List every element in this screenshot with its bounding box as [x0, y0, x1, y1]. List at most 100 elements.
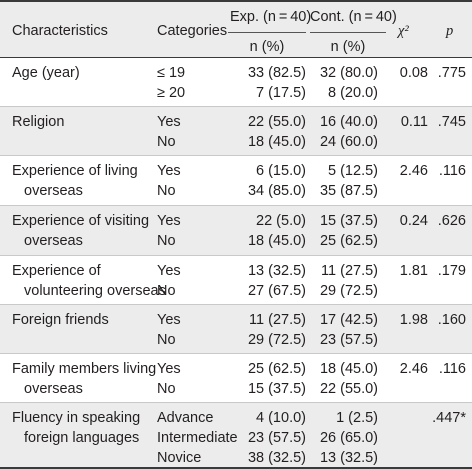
category-cell: ≤ 19 ≥ 20	[157, 63, 185, 103]
cont-value-cell-line: 18 (45.0)	[319, 361, 378, 377]
p-value-cell-line: .179	[437, 263, 466, 279]
category-cell: Yes No	[157, 310, 181, 350]
p-value-cell: .116	[428, 161, 466, 181]
cont-value-cell-line: 25 (62.5)	[319, 233, 378, 249]
table-row: Religion Yes No 22 (55.0) 18 (45.0) 16 (40.0)…	[0, 107, 472, 156]
exp-value-cell-line: 6 (15.0)	[256, 163, 306, 179]
cont-value-cell-line: 1 (2.5)	[336, 410, 378, 426]
characteristic-cell-line: volunteering overseas	[24, 283, 166, 299]
category-cell: Yes No	[157, 211, 181, 251]
chi-square-cell: 1.98	[384, 310, 428, 330]
characteristic-cell: Family members living overseas	[12, 359, 157, 399]
header-p-value: p	[446, 23, 454, 39]
characteristic-cell-line: Religion	[12, 114, 65, 130]
characteristic-cell-line: Fluency in speaking	[12, 410, 141, 426]
characteristic-cell: Fluency in speaking foreign languages	[12, 408, 152, 448]
characteristic-cell: Age (year)	[12, 63, 152, 83]
table-body: Age (year) ≤ 19 ≥ 20 33 (82.5) 7 (17.5) 32 (8…	[0, 58, 472, 469]
exp-value-cell: 22 (55.0) 18 (45.0)	[228, 112, 306, 152]
chi-square-cell-line: 1.81	[399, 263, 428, 279]
p-value-cell-line: .745	[437, 114, 466, 130]
exp-value-cell-line: 4 (10.0)	[256, 410, 306, 426]
chi-square-cell-line: 1.98	[399, 312, 428, 328]
table-header: Characteristics Categories Exp. (n = 40)…	[0, 0, 472, 58]
characteristic-cell-line: Experience of	[12, 263, 101, 279]
category-cell: Advance Intermediate Novice	[157, 408, 238, 468]
category-cell-line: No	[157, 134, 176, 150]
characteristic-cell-line: overseas	[24, 183, 83, 199]
p-value-cell: .745	[428, 112, 466, 132]
category-cell-line: Yes	[157, 114, 181, 130]
category-cell-line: No	[157, 283, 176, 299]
characteristic-cell-line: overseas	[24, 233, 83, 249]
table-row: Age (year) ≤ 19 ≥ 20 33 (82.5) 7 (17.5) 32 (8…	[0, 58, 472, 107]
table-row: Family members living overseas Yes No 25 (62…	[0, 354, 472, 403]
chi-square-cell-line: 0.24	[399, 213, 428, 229]
category-cell-line: Novice	[157, 450, 202, 466]
characteristic-cell: Experience of living overseas	[12, 161, 152, 201]
exp-value-cell-line: 27 (67.5)	[247, 283, 306, 299]
characteristic-cell-line: Family members living	[12, 361, 157, 377]
exp-value-cell: 25 (62.5) 15 (37.5)	[228, 359, 306, 399]
header-exp-n-percent: n (%)	[249, 39, 285, 55]
exp-value-cell-line: 34 (85.0)	[247, 183, 306, 199]
characteristic-cell-line: Foreign friends	[12, 312, 109, 328]
header-chi-square: χ²	[398, 23, 409, 39]
p-value-cell: .775	[428, 63, 466, 83]
p-value-cell: .116	[428, 359, 466, 379]
exp-value-cell-line: 11 (27.5)	[249, 312, 306, 328]
chi-square-cell: 1.81	[384, 261, 428, 281]
table-row: Experience of visiting overseas Yes No 22 (5…	[0, 206, 472, 256]
cont-value-cell: 5 (12.5) 35 (87.5)	[306, 161, 378, 201]
cont-value-cell-line: 15 (37.5)	[319, 213, 378, 229]
cont-value-cell-line: 5 (12.5)	[328, 163, 378, 179]
category-cell-line: Yes	[157, 361, 181, 377]
exp-value-cell: 22 (5.0) 18 (45.0)	[228, 211, 306, 251]
category-cell: Yes No	[157, 112, 181, 152]
p-value-cell: .179	[428, 261, 466, 281]
exp-value-cell: 4 (10.0) 23 (57.5) 38 (32.5)	[228, 408, 306, 468]
exp-value-cell: 6 (15.0) 34 (85.0)	[228, 161, 306, 201]
cont-value-cell-line: 13 (32.5)	[319, 450, 378, 466]
cont-value-cell-line: 16 (40.0)	[319, 114, 378, 130]
exp-value-cell-line: 22 (5.0)	[256, 213, 306, 229]
exp-value-cell-line: 7 (17.5)	[256, 85, 306, 101]
chi-square-cell-line: 0.08	[399, 65, 428, 81]
chi-square-cell: 0.08	[384, 63, 428, 83]
exp-value-cell: 33 (82.5) 7 (17.5)	[228, 63, 306, 103]
characteristic-cell-line: Age (year)	[12, 65, 80, 81]
p-value-cell-line: .116	[438, 163, 466, 179]
cont-value-cell-line: 29 (72.5)	[319, 283, 378, 299]
category-cell-line: No	[157, 183, 176, 199]
table-row: Fluency in speaking foreign languages Adva…	[0, 403, 472, 469]
exp-value-cell: 11 (27.5) 29 (72.5)	[228, 310, 306, 350]
cont-value-cell: 18 (45.0) 22 (55.0)	[306, 359, 378, 399]
characteristic-cell-line: Experience of visiting	[12, 213, 150, 229]
category-cell-line: Yes	[157, 263, 181, 279]
cont-value-cell-line: 32 (80.0)	[319, 65, 378, 81]
characteristic-cell: Foreign friends	[12, 310, 152, 330]
category-cell: Yes No	[157, 161, 181, 201]
p-value-cell-line: .626	[437, 213, 466, 229]
characteristic-cell: Experience of visiting overseas	[12, 211, 152, 251]
exp-value-cell-line: 22 (55.0)	[247, 114, 306, 130]
p-value-cell: .626	[428, 211, 466, 231]
category-cell-line: ≥ 20	[157, 85, 186, 101]
p-value-cell-line: .775	[437, 65, 466, 81]
category-cell-line: Advance	[157, 410, 214, 426]
cont-value-cell: 15 (37.5) 25 (62.5)	[306, 211, 378, 251]
cont-value-cell-line: 11 (27.5)	[321, 263, 378, 279]
category-cell-line: ≤ 19	[157, 65, 186, 81]
category-cell-line: No	[157, 381, 176, 397]
category-cell-line: Yes	[157, 163, 181, 179]
category-cell-line: Yes	[157, 312, 181, 328]
header-cont-rule	[310, 32, 386, 33]
category-cell: Yes No	[157, 359, 181, 399]
header-exp-group: Exp. (n = 40)	[230, 9, 312, 25]
exp-value-cell-line: 15 (37.5)	[247, 381, 306, 397]
exp-value-cell-line: 25 (62.5)	[247, 361, 306, 377]
exp-value-cell-line: 18 (45.0)	[247, 134, 306, 150]
exp-value-cell-line: 29 (72.5)	[247, 332, 306, 348]
cont-value-cell-line: 8 (20.0)	[328, 85, 378, 101]
